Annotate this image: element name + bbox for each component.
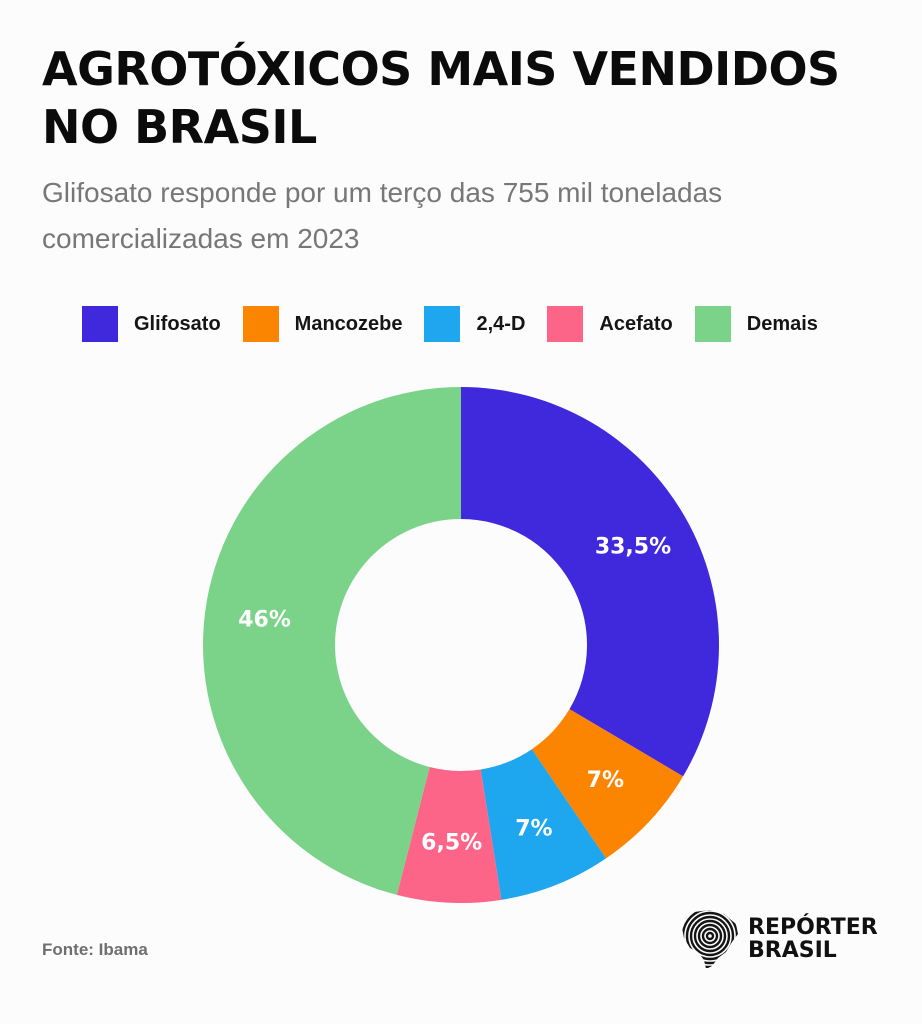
legend-item-glifosato: Glifosato [82, 306, 221, 342]
slice-label-demais: 46% [238, 608, 291, 633]
legend-label-mancozebe: Mancozebe [294, 312, 403, 335]
slice-label-24d: 7% [515, 817, 552, 842]
brand-name: REPÓRTER BRASIL [748, 916, 878, 962]
legend-swatch-glifosato [82, 306, 118, 342]
legend-label-glifosato: Glifosato [134, 312, 221, 335]
brand-name-line1: REPÓRTER [748, 915, 878, 940]
chart-title: AGROTÓXICOS MAIS VENDIDOS NO BRASIL [42, 42, 840, 154]
legend-swatch-mancozebe [242, 306, 279, 342]
slice-glifosato [461, 387, 720, 777]
legend-item-demais: Demais [694, 306, 818, 342]
legend-swatch-24d [424, 306, 461, 342]
legend-label-demais: Demais [746, 312, 818, 335]
legend-label-acefato: Acefato [599, 312, 673, 335]
legend-item-acefato: Acefato [547, 306, 673, 342]
slice-label-acefato: 6,5% [421, 830, 482, 855]
slice-mancozebe [531, 709, 684, 859]
legend-label-24d: 2,4-D [476, 312, 526, 335]
source-note: Fonte: Ibama [42, 940, 148, 959]
slice-label-mancozebe: 7% [587, 768, 624, 793]
chart-subtitle: Glifosato responde por um terço das 755 … [42, 177, 723, 254]
slice-acefato [396, 767, 502, 903]
slice-demais [203, 387, 461, 895]
slice-24d [480, 749, 607, 900]
brand-logo: REPÓRTER BRASIL [680, 908, 878, 970]
donut-slice-labels: 33,5% 7% 7% 6,5% 46% [238, 534, 671, 855]
legend-item-mancozebe: Mancozebe [242, 306, 403, 342]
donut-slices [203, 387, 720, 903]
legend: Glifosato Mancozebe 2,4-D Acefato Demais [82, 306, 840, 342]
legend-item-24d: 2,4-D [424, 306, 525, 342]
legend-swatch-acefato [547, 306, 584, 342]
legend-swatch-demais [694, 306, 731, 342]
fingerprint-brazil-map-icon [682, 910, 738, 969]
slice-label-glifosato: 33,5% [595, 534, 671, 559]
brand-name-line2: BRASIL [748, 938, 837, 963]
